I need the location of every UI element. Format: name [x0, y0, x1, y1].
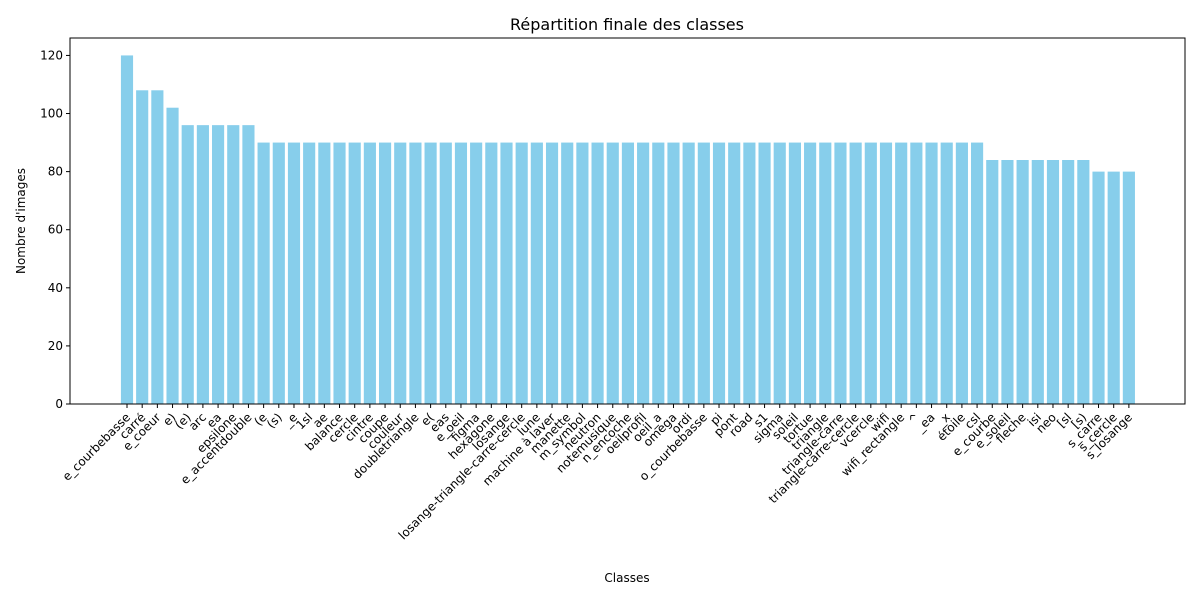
- bar: [378, 142, 392, 404]
- bar: [318, 142, 331, 404]
- bar: [561, 142, 574, 404]
- bar: [849, 142, 862, 404]
- bar: [485, 142, 498, 404]
- bar: [196, 125, 209, 404]
- bar: [864, 142, 877, 404]
- bar: [1092, 171, 1105, 404]
- bar: [637, 142, 650, 404]
- bar: [166, 107, 179, 405]
- bar: [242, 125, 255, 404]
- y-tick-label: 40: [48, 281, 63, 295]
- bar: [1016, 160, 1029, 404]
- bar: [728, 142, 741, 404]
- bar: [257, 142, 270, 404]
- bar: [1122, 171, 1135, 404]
- y-tick-label: 20: [48, 339, 63, 353]
- y-axis: 0 20 40 60 80 100 120: [40, 48, 70, 411]
- bar: [971, 142, 984, 404]
- y-tick-label: 80: [48, 165, 63, 179]
- bar: [879, 142, 893, 404]
- bar: [363, 142, 376, 404]
- bar: [606, 142, 619, 404]
- bar: [454, 142, 468, 404]
- bar: [212, 125, 225, 404]
- bar: [1077, 160, 1090, 404]
- bar: [409, 142, 422, 404]
- bar: [804, 142, 817, 404]
- bar: [530, 142, 543, 404]
- y-axis-label: Nombre d'images: [14, 168, 28, 274]
- y-tick-label: 100: [40, 107, 63, 121]
- bar: [682, 142, 695, 404]
- bar: [667, 142, 680, 404]
- bar: [591, 142, 604, 404]
- x-axis-label: Classes: [604, 571, 649, 585]
- bar: [287, 142, 301, 404]
- bar: [940, 142, 953, 404]
- plot-frame: [69, 37, 1186, 405]
- bar: [1062, 160, 1075, 404]
- bar: [819, 142, 832, 404]
- bar: [1001, 160, 1014, 404]
- bar: [439, 142, 452, 404]
- bar: [545, 142, 559, 404]
- bar: [576, 142, 589, 404]
- bar: [712, 142, 726, 404]
- bar: [1046, 160, 1060, 404]
- bar: [120, 55, 134, 405]
- bar: [910, 142, 923, 404]
- bar: [348, 142, 361, 404]
- bar: [515, 142, 528, 404]
- bar: [743, 142, 756, 404]
- bar: [621, 142, 635, 404]
- bar: [424, 142, 437, 404]
- bar: [333, 142, 346, 404]
- bar: [986, 160, 999, 404]
- bars-group: [120, 55, 1135, 405]
- bar: [227, 125, 240, 404]
- bar: [652, 142, 665, 404]
- bar: [788, 142, 801, 404]
- bar: [500, 142, 513, 404]
- bar: [136, 90, 149, 404]
- y-tick-label: 60: [48, 223, 63, 237]
- bar: [303, 142, 316, 404]
- bar: [925, 142, 938, 404]
- bar: [470, 142, 483, 404]
- bar: [895, 142, 908, 404]
- bar: [834, 142, 847, 404]
- bar: [955, 142, 968, 404]
- y-tick-label: 0: [55, 397, 63, 411]
- bar: [181, 125, 194, 404]
- bar: [272, 142, 285, 404]
- y-tick-label: 120: [40, 48, 63, 62]
- bar: [697, 142, 710, 404]
- chart-title: Répartition finale des classes: [510, 15, 744, 34]
- bar: [758, 142, 771, 404]
- bar: [773, 142, 786, 404]
- bar: [1031, 160, 1044, 404]
- x-axis: e_courbebassecarrée_coeure)(e)arceaepsil…: [60, 404, 1135, 542]
- bar: [1107, 171, 1120, 404]
- bar: [151, 90, 164, 404]
- bar: [394, 142, 407, 404]
